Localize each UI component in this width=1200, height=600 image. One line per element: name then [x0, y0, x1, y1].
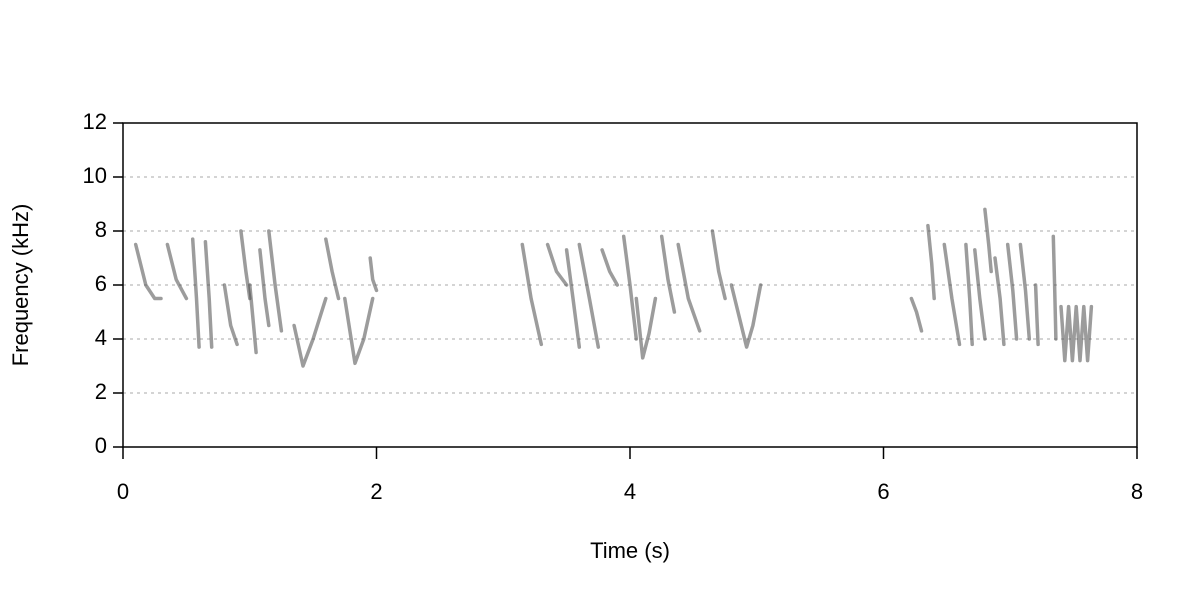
note-trace: [1059, 304, 1094, 363]
note-trace: [292, 296, 328, 368]
y-axis-label: Frequency (kHz): [8, 204, 33, 367]
note-trace: [964, 242, 974, 347]
note-trace: [190, 237, 201, 349]
note-trace: [203, 240, 214, 349]
x-tick-label: 0: [117, 479, 129, 504]
note-trace: [1051, 234, 1058, 341]
note-trace: [165, 242, 189, 301]
note-trace: [621, 234, 639, 341]
y-tick-label: 10: [83, 163, 107, 188]
note-trace: [600, 248, 620, 287]
note-trace: [942, 242, 962, 347]
note-trace: [983, 207, 993, 274]
note-trace: [324, 237, 341, 301]
y-tick-label: 0: [95, 433, 107, 458]
y-tick-label: 12: [83, 109, 107, 134]
note-trace: [710, 229, 727, 301]
note-trace: [729, 283, 763, 349]
y-tick-label: 8: [95, 217, 107, 242]
note-trace: [973, 248, 987, 341]
note-trace: [545, 242, 569, 287]
note-trace: [1033, 283, 1040, 347]
note-trace: [634, 296, 658, 360]
note-trace: [1005, 242, 1019, 341]
note-trace: [267, 229, 284, 333]
note-trace: [993, 256, 1006, 347]
y-tick-label: 2: [95, 379, 107, 404]
x-tick-label: 2: [370, 479, 382, 504]
note-trace: [343, 296, 375, 366]
x-tick-label: 8: [1131, 479, 1143, 504]
plot-frame: [122, 122, 1138, 448]
note-trace: [520, 242, 544, 347]
note-trace: [909, 296, 924, 333]
y-tick-label: 6: [95, 271, 107, 296]
y-tick-label: 4: [95, 325, 107, 350]
note-trace: [248, 283, 258, 355]
note-trace: [1018, 242, 1032, 341]
note-trace: [258, 248, 271, 328]
note-trace: [926, 223, 936, 301]
x-tick-label: 6: [877, 479, 889, 504]
note-trace: [564, 248, 582, 349]
note-trace: [133, 242, 163, 301]
note-trace: [222, 283, 239, 347]
note-trace: [659, 234, 677, 314]
x-axis-label: Time (s): [590, 538, 670, 563]
note-trace: [676, 242, 702, 333]
note-trace: [577, 242, 601, 349]
x-tick-label: 4: [624, 479, 636, 504]
note-trace: [368, 256, 379, 293]
